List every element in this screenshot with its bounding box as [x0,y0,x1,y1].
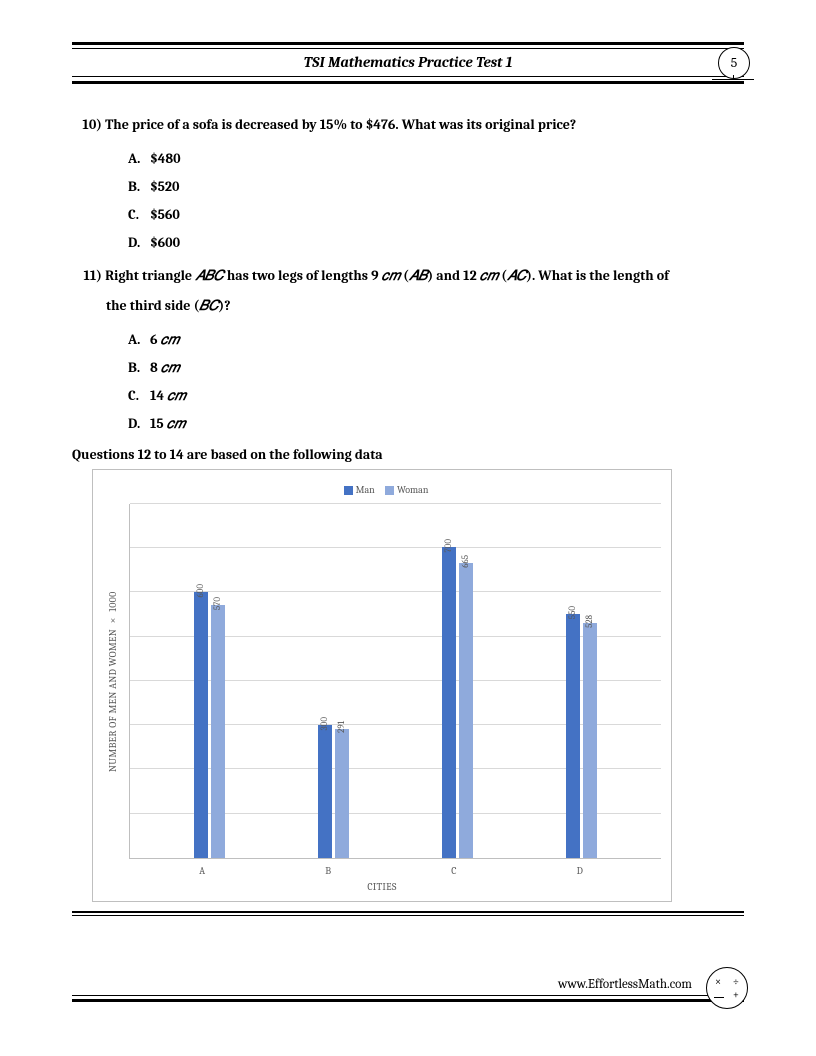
x-tick-label: C [451,865,456,877]
option-a: A.6 𝑐𝑚 [128,326,744,354]
math-ops-icon: ×÷+ [706,967,748,1009]
option-a: A.$480 [128,145,744,173]
bar-group-b: 300291 [318,725,349,858]
question-10: 10) The price of a sofa is decreased by … [72,112,744,139]
option-d: D.$600 [128,229,744,257]
bar-value-label: 550 [568,606,578,619]
bar-value-label: 528 [585,615,595,628]
chart-legend: Man Woman [103,484,661,496]
gridline [130,503,661,504]
bar-group-c: 700665 [442,547,473,858]
option-c: C.14 𝑐𝑚 [128,382,744,410]
bar-group-a: 600570 [194,592,225,858]
option-c: C.$560 [128,201,744,229]
bar-group-d: 550528 [566,614,597,858]
section-heading: Questions 12 to 14 are based on the foll… [72,446,744,463]
bar-value-label: 600 [196,584,206,598]
legend-swatch-man [344,486,353,495]
question-11-options: A.6 𝑐𝑚 B.8 𝑐𝑚 C.14 𝑐𝑚 D.15 𝑐𝑚 [128,326,744,438]
option-b: B.8 𝑐𝑚 [128,354,744,382]
section-rule [72,911,744,916]
x-axis-ticks: A B C D [103,859,661,877]
question-text: Right triangle 𝐴𝐵𝐶 has two legs of lengt… [105,267,669,284]
bar-woman: 528 [583,623,597,857]
bar-value-label: 291 [337,721,347,733]
legend-swatch-woman [385,486,394,495]
question-text: The price of a sofa is decreased by 15% … [105,116,576,133]
bar-woman: 291 [335,729,349,858]
gridline [130,547,661,548]
page-footer: www.EffortlessMath.com ×÷+ [72,995,744,1002]
chart-plot-area: 600570300291700665550528 [129,504,661,859]
question-number: 10) [72,112,102,139]
bar-man: 300 [318,725,332,858]
bar-man: 700 [442,547,456,858]
bar-value-label: 665 [461,555,471,568]
question-11: 11) Right triangle 𝐴𝐵𝐶 has two legs of l… [72,263,744,320]
x-tick-label: A [199,865,205,877]
bar-man: 550 [566,614,580,858]
bar-value-label: 700 [444,539,454,553]
x-axis-label: CITIES [103,881,661,893]
question-10-options: A.$480 B.$520 C.$560 D.$600 [128,145,744,257]
footer-url: www.EffortlessMath.com [554,977,696,992]
x-tick-label: D [577,865,583,877]
bar-value-label: 570 [213,597,223,610]
option-d: D.15 𝑐𝑚 [128,410,744,438]
bar-woman: 665 [459,563,473,858]
population-chart: Man Woman NUMBER OF MEN AND WOMEN × 1000… [92,469,672,902]
header-title: TSI Mathematics Practice Test 1 [72,48,744,73]
page-header: TSI Mathematics Practice Test 1 5 [72,42,744,77]
option-b: B.$520 [128,173,744,201]
y-axis-label: NUMBER OF MEN AND WOMEN × 1000 [103,504,123,859]
question-number: 11) [72,263,102,290]
bar-value-label: 300 [320,717,330,730]
bar-man: 600 [194,592,208,858]
bar-woman: 570 [211,605,225,858]
x-tick-label: B [325,865,331,877]
page-number: 5 [718,47,750,79]
